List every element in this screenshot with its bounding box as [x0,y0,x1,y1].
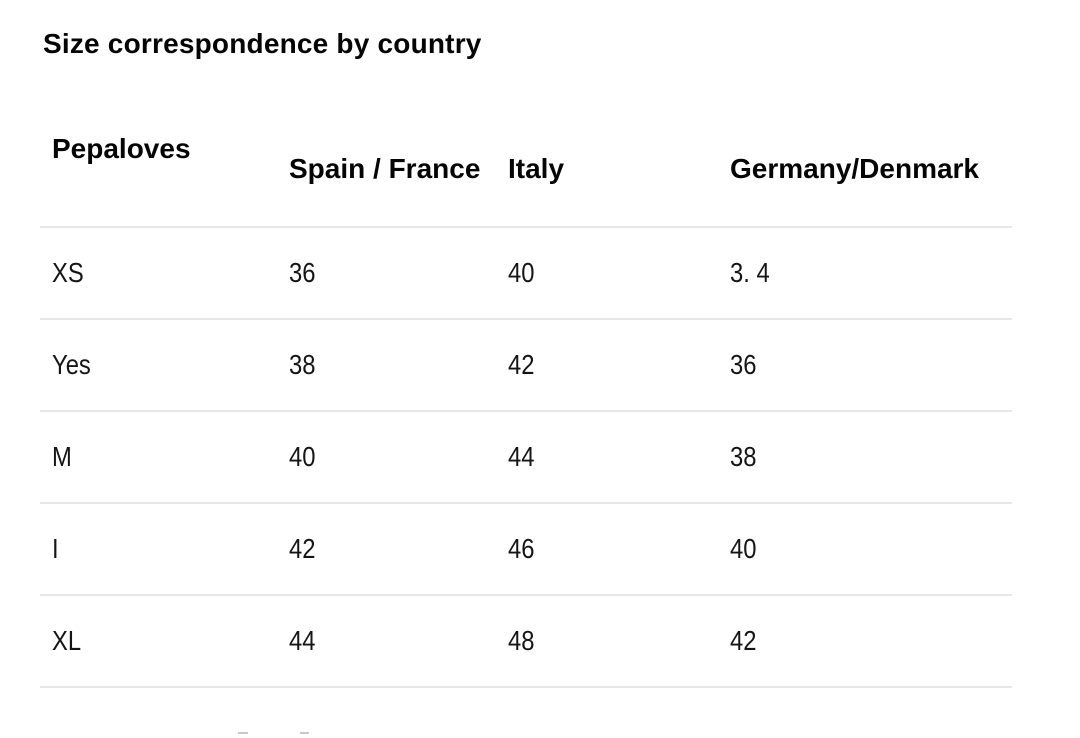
cell-text: XS [52,257,84,288]
cell-text: 42 [508,349,535,380]
cell-italy: 48 [508,596,730,686]
cell-size-label: Yes [40,320,289,410]
column-header-spain-france: Spain / France [289,153,481,184]
cell-text: 42 [730,625,757,656]
table-row: XS 36 40 3. 4 [40,228,1012,320]
cell-spain-france: 42 [289,504,508,594]
cell-germany-denmark: 38 [730,412,1012,502]
cell-germany-denmark: 36 [730,320,1012,410]
page-title: Size correspondence by country [43,28,482,59]
cell-spain-france: 38 [289,320,508,410]
cell-text: 36 [289,257,316,288]
cutoff-text-fragment [238,732,248,734]
column-header-pepaloves: Pepaloves [52,133,191,164]
cell-text: 48 [508,625,535,656]
table-row: M 40 44 38 [40,412,1012,504]
cell-size-label: I [40,504,289,594]
cell-germany-denmark: 3. 4 [730,228,1012,318]
cell-spain-france: 40 [289,412,508,502]
cell-text: 46 [508,533,535,564]
cell-text: Yes [52,349,91,380]
cell-text: 38 [730,441,757,472]
cell-text: 3. 4 [730,257,770,288]
cell-italy: 42 [508,320,730,410]
cell-italy: 44 [508,412,730,502]
cell-size-label: XS [40,228,289,318]
cell-text: M [52,441,72,472]
cell-text: 44 [508,441,535,472]
cell-text: 40 [508,257,535,288]
cell-text: 40 [730,533,757,564]
cell-text: 40 [289,441,316,472]
column-header-italy: Italy [508,153,565,184]
table-header-row: Pepaloves Spain / France Italy Germany/D… [40,110,1012,228]
cell-text: 42 [289,533,316,564]
cell-text: I [52,533,59,564]
cell-text: XL [52,625,82,656]
cutoff-text-fragment [300,732,309,734]
cell-size-label: XL [40,596,289,686]
cell-germany-denmark: 40 [730,504,1012,594]
cell-italy: 46 [508,504,730,594]
table-row: I 42 46 40 [40,504,1012,596]
column-header-germany-denmark: Germany/Denmark [730,153,980,184]
cell-text: 38 [289,349,316,380]
cell-size-label: M [40,412,289,502]
cell-text: 36 [730,349,757,380]
cell-spain-france: 36 [289,228,508,318]
cell-spain-france: 44 [289,596,508,686]
cell-italy: 40 [508,228,730,318]
table-row: Yes 38 42 36 [40,320,1012,412]
cell-text: 44 [289,625,316,656]
table-row: XL 44 48 42 [40,596,1012,688]
size-correspondence-table: Pepaloves Spain / France Italy Germany/D… [40,110,1012,688]
cell-germany-denmark: 42 [730,596,1012,686]
